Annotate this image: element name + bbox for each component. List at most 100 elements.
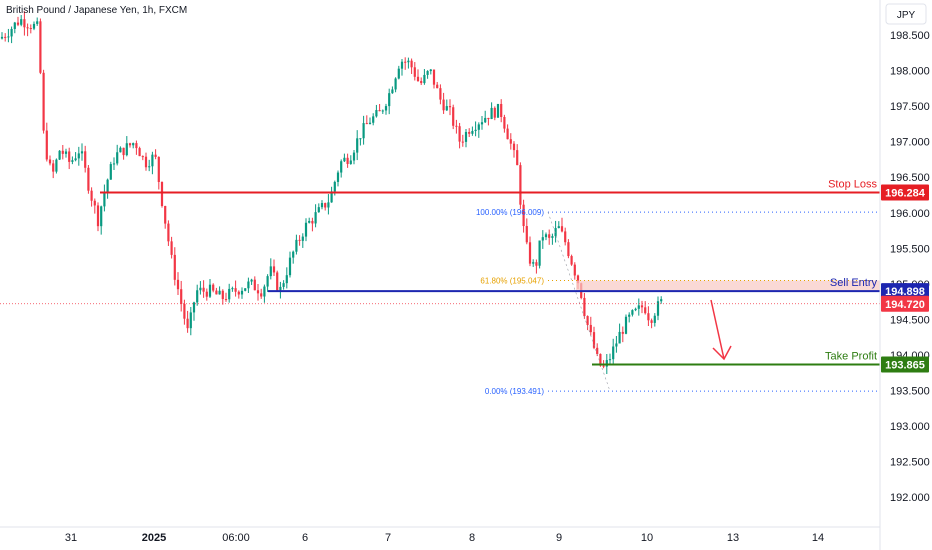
candle-body: [100, 206, 103, 227]
candle-body: [548, 234, 551, 238]
candle-body: [180, 289, 183, 304]
candle-body: [551, 236, 554, 238]
candle-body: [637, 305, 640, 309]
candle-body: [487, 117, 490, 120]
candle-body: [170, 241, 173, 255]
currency-button-label: JPY: [897, 10, 916, 21]
candle-body: [320, 203, 324, 208]
candle-body: [58, 150, 61, 160]
candle-body: [138, 148, 141, 157]
candle-body: [183, 303, 186, 319]
candle-body: [45, 130, 48, 160]
candle-body: [324, 203, 327, 208]
price-tick-label: 192.000: [890, 492, 930, 504]
stop-loss-label: Stop Loss: [828, 179, 877, 191]
currency-button[interactable]: [885, 3, 927, 25]
candle-body: [464, 131, 468, 142]
candle-body: [199, 287, 202, 291]
time-tick-label: 10: [641, 532, 653, 544]
candle-body: [282, 283, 285, 287]
candle-body: [71, 160, 74, 162]
candle-body: [436, 84, 439, 89]
candle-body: [250, 279, 253, 282]
candle-body: [500, 103, 503, 117]
candle-body: [564, 231, 567, 243]
candle-body: [288, 257, 292, 276]
candle-body: [362, 123, 365, 139]
candle-body: [384, 106, 388, 111]
sell-entry-price-tag-text: 194.898: [885, 286, 925, 298]
candle-body: [416, 76, 420, 82]
candle-body: [308, 220, 311, 223]
candle-body: [247, 281, 250, 289]
candle-body: [80, 151, 84, 154]
candle-body: [84, 151, 87, 168]
candle-body: [90, 190, 93, 201]
price-tick-label: 194.500: [890, 314, 930, 326]
current-price-tag: [881, 295, 929, 312]
candle-body: [388, 93, 391, 107]
candle-body: [212, 284, 215, 291]
candle-body: [340, 161, 343, 173]
candle-body: [42, 72, 45, 131]
stop-loss-price-tag: [881, 184, 929, 201]
candle-body: [525, 226, 528, 243]
sell-zone: [576, 280, 880, 292]
candle-body: [455, 125, 458, 127]
candle-body: [615, 343, 618, 347]
candle-body: [237, 291, 240, 295]
time-axis[interactable]: 31 2025 06:00 6 7 8 9 10 13 14: [0, 526, 880, 544]
candle-body: [189, 312, 192, 329]
candle-body: [154, 154, 157, 157]
symbol-title[interactable]: British Pound / Japanese Yen, 1h, FXCM: [6, 5, 187, 16]
candle-body: [317, 207, 320, 213]
candle-body: [554, 228, 557, 237]
candle-body: [164, 206, 167, 224]
candle-body: [157, 156, 160, 182]
candle-body: [605, 360, 608, 367]
time-tick-label: 13: [727, 532, 739, 544]
candle-body: [48, 159, 52, 164]
fib-label-0: 0.00% (193.491): [485, 387, 544, 396]
take-profit-price-tag-text: 193.865: [885, 360, 925, 372]
candle-body: [400, 61, 404, 69]
candle-body: [23, 19, 26, 28]
price-tick-label: 196.000: [890, 208, 930, 220]
candle-body: [301, 236, 304, 241]
candle-body: [544, 234, 548, 238]
candle-body: [631, 310, 634, 315]
candle-body: [493, 107, 496, 118]
candle-body: [503, 116, 506, 129]
price-axis[interactable]: 198.500 198.000 197.500 197.000 196.500 196.0…: [879, 0, 930, 550]
candle-body: [480, 122, 484, 125]
candle-body: [394, 78, 397, 90]
candle-body: [349, 160, 352, 164]
candle-body: [336, 172, 340, 182]
candle-body: [612, 346, 615, 360]
candle-body: [276, 272, 279, 291]
candle-body: [327, 202, 330, 208]
candle-body: [432, 69, 436, 85]
candle-body: [522, 204, 525, 227]
down-arrow-head-icon: [712, 345, 732, 361]
price-tick-label: 196.500: [890, 172, 930, 184]
candle-body: [176, 279, 180, 290]
candle-body: [330, 191, 333, 203]
candle-body: [484, 117, 487, 123]
candle-body: [16, 22, 20, 25]
candle-body: [506, 128, 509, 140]
candle-body: [372, 116, 375, 123]
candle-body: [109, 164, 112, 180]
price-tick-label: 193.500: [890, 386, 930, 398]
candle-body: [528, 242, 532, 264]
candle-body: [477, 124, 480, 130]
candle-body: [52, 163, 55, 172]
candle-body: [0, 36, 4, 39]
candle-body: [74, 158, 77, 161]
fib-label-618: 61.80% (195.047): [480, 277, 544, 286]
price-tick-label: 195.500: [890, 243, 930, 255]
candle-body: [228, 288, 231, 300]
time-tick-label: 06:00: [222, 532, 250, 544]
candle-body: [298, 239, 301, 241]
